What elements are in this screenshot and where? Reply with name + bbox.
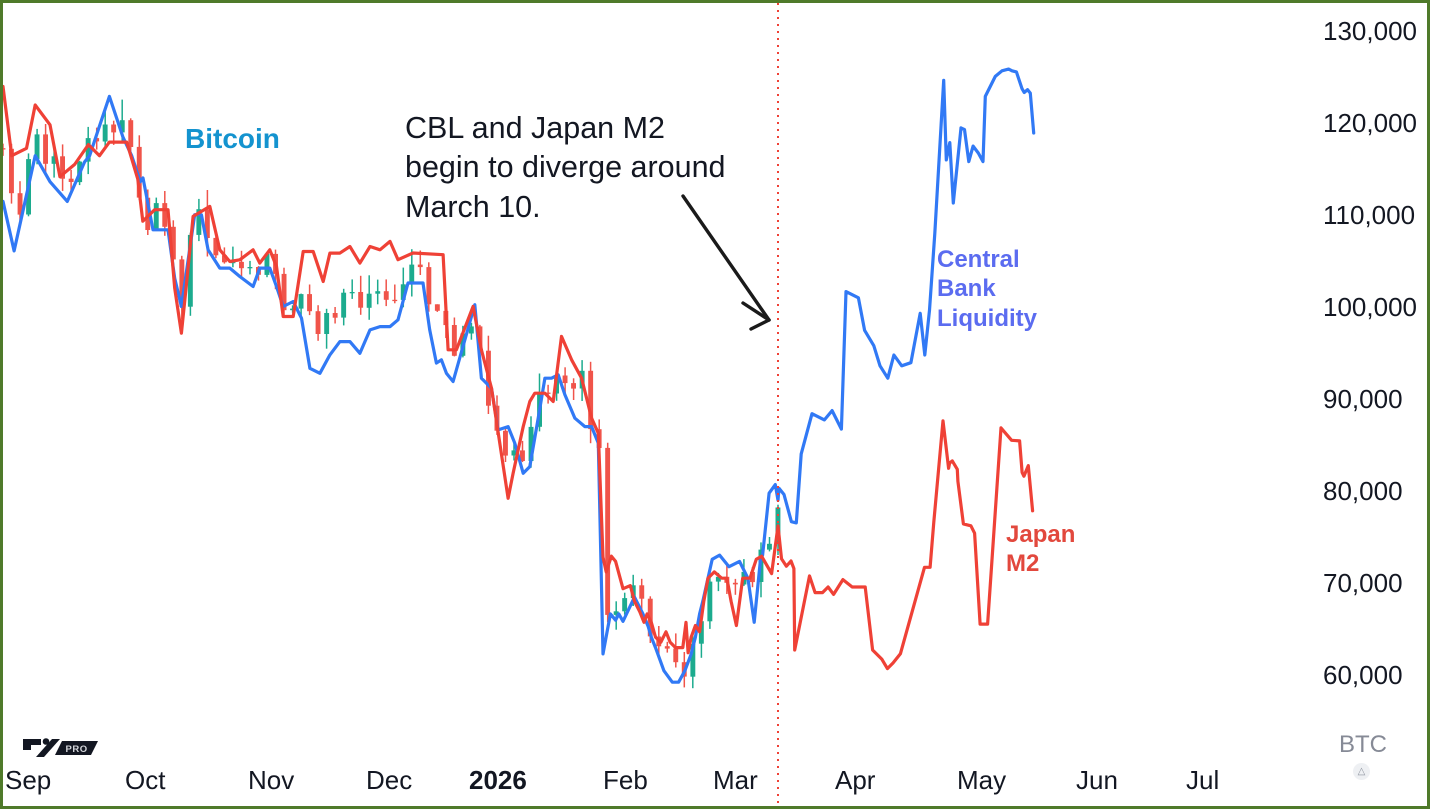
svg-text:PRO: PRO: [66, 744, 88, 755]
